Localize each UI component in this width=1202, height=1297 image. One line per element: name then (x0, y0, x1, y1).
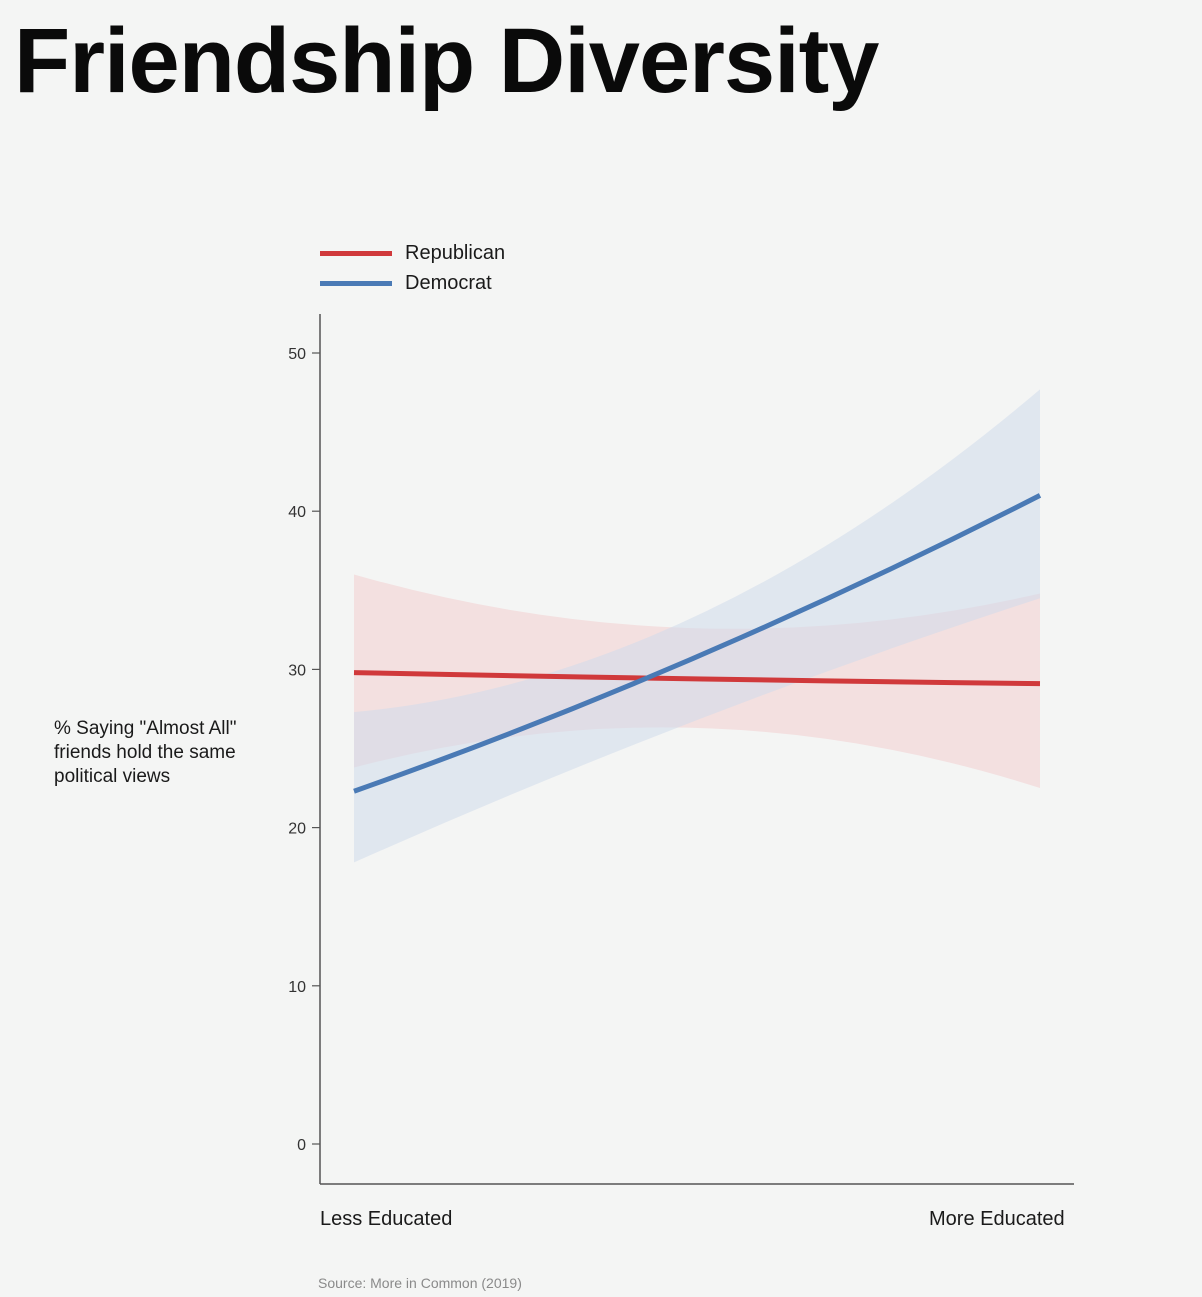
confidence-band-democrat (354, 389, 1040, 863)
series-line-democrat (353, 493, 1042, 794)
legend-swatch-republican (320, 250, 392, 256)
y-tick-label-30: 30 (288, 662, 306, 679)
series-line-republican (353, 670, 1041, 687)
legend-item-republican: Republican (320, 240, 505, 266)
y-tick-label-40: 40 (288, 504, 306, 521)
y-tick-label-20: 20 (288, 821, 306, 838)
legend-item-democrat: Democrat (320, 270, 492, 296)
y-tick-label-0: 0 (297, 1137, 306, 1154)
y-tick-label-50: 50 (288, 346, 306, 363)
y-tick-label-10: 10 (288, 979, 306, 996)
legend-label-democrat: Democrat (405, 271, 492, 294)
source-note: Source: More in Common (2019) (318, 1275, 522, 1291)
chart-title: Friendship Diversity (14, 10, 879, 112)
y-axis-label: % Saying "Almost All" friends hold the s… (54, 718, 237, 787)
legend-swatch-democrat (320, 280, 392, 286)
x-axis-label-more-educated: More Educated (929, 1208, 1065, 1230)
legend-label-republican: Republican (405, 241, 506, 264)
x-axis-label-less-educated: Less Educated (320, 1208, 453, 1230)
